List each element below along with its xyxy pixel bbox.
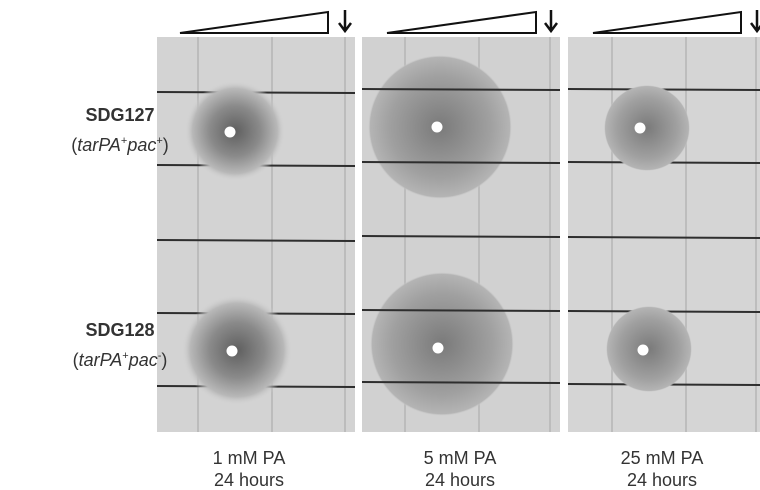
plate [362,10,560,432]
strain-name: SDG128 [45,317,195,343]
disk [635,123,646,134]
figure: SDG127 (tarPA+pac+) SDG128 (tarPA+pac-) … [0,0,760,490]
strain-name: SDG127 [45,102,195,128]
time: 24 hours [380,469,540,490]
genotype-part: ) [163,135,169,155]
panel-label: 25 mM PA 24 hours [582,447,742,490]
arrow [339,10,351,31]
disk [227,346,238,357]
time: 24 hours [582,469,742,490]
halo [370,272,514,416]
condition: 5 mM PA [380,447,540,469]
genotype-part: pac [127,135,156,155]
genotype-part: ) [161,350,167,370]
time: 24 hours [169,469,329,490]
genotype-part: tarPA [77,135,121,155]
plates [0,0,760,490]
strain-label: SDG127 (tarPA+pac+) [45,102,195,158]
genotype: (tarPA+pac-) [45,343,195,373]
panel-label: 1 mM PA 24 hours [169,447,329,490]
genotype-part: pac [129,350,158,370]
gradient-wedge [387,12,536,33]
panel-label: 5 mM PA 24 hours [380,447,540,490]
disk [433,343,444,354]
halo [604,85,690,171]
arrow [545,10,557,31]
genotype: (tarPA+pac+) [45,128,195,158]
arrow [751,10,760,31]
condition: 1 mM PA [169,447,329,469]
disk [225,127,236,138]
disk [638,345,649,356]
halo [606,306,692,392]
gradient-wedge [593,12,741,33]
condition: 25 mM PA [582,447,742,469]
strain-label: SDG128 (tarPA+pac-) [45,317,195,373]
plate [568,10,760,432]
gradient-wedge [180,12,328,33]
genotype-part: tarPA [79,350,123,370]
disk [432,122,443,133]
